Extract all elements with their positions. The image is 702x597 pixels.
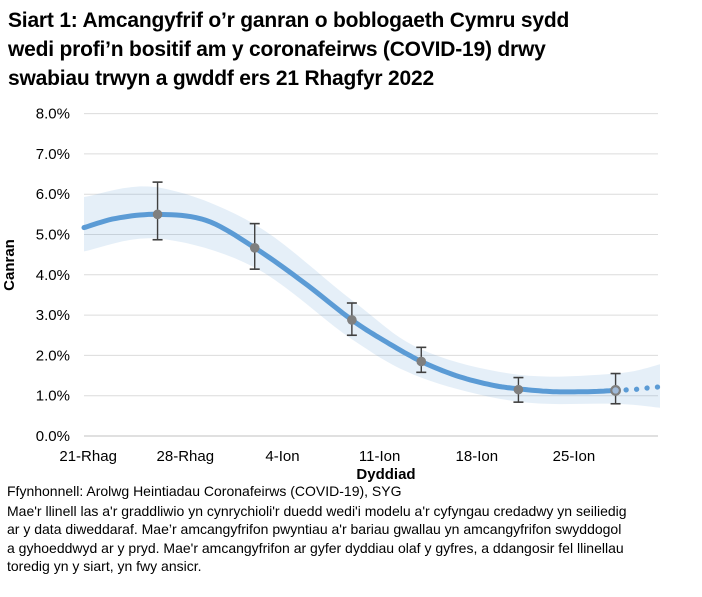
x-tick-label: 11-Ion	[359, 448, 400, 465]
trend-chart-canvas: 0.0% 1.0% 2.0% 3.0% 4.0% 5.0% 6.0% 7.0% 8.0% 21-R…	[1, 106, 663, 483]
y-tick-label: 6.0%	[36, 186, 70, 203]
y-tick-label: 3.0%	[36, 307, 70, 324]
y-tick-label: 0.0%	[36, 428, 70, 445]
point-marker	[416, 356, 427, 367]
x-tick-label: 21-Rhag	[59, 448, 117, 465]
x-tick-label: 4-Ion	[265, 448, 299, 465]
point-marker	[347, 315, 357, 325]
confidence-band	[84, 186, 660, 408]
y-axis-title: Canran	[1, 239, 18, 291]
y-tick-label: 4.0%	[36, 267, 70, 284]
dotted-trend-line	[613, 384, 663, 394]
x-tick-label: 25-Ion	[553, 448, 596, 465]
y-tick-label: 7.0%	[36, 146, 70, 163]
methodology-note: Mae'r llinell las a'r graddliwio yn cynr…	[7, 503, 627, 574]
source-note: Ffynhonnell: Arolwg Heintiadau Coronafei…	[7, 483, 402, 499]
point-marker	[152, 209, 163, 220]
y-tick-label: 2.0%	[36, 347, 70, 364]
x-axis-title: Dyddiad	[356, 466, 415, 483]
trend-chart: 0.0% 1.0% 2.0% 3.0% 4.0% 5.0% 6.0% 7.0% 8.0% 21-R…	[0, 100, 702, 485]
trend-line	[81, 211, 619, 395]
y-tick-label: 5.0%	[36, 227, 70, 244]
point-marker	[249, 242, 260, 253]
x-tick-label: 18-Ion	[456, 448, 499, 465]
chart-title: Siart 1: Amcangyfrif o’r ganran o boblog…	[8, 9, 570, 90]
y-tick-label: 1.0%	[36, 388, 70, 405]
point-marker-ring	[610, 385, 621, 396]
point-marker	[513, 384, 524, 395]
x-tick-label: 28-Rhag	[157, 448, 215, 465]
y-tick-label: 8.0%	[36, 106, 70, 123]
